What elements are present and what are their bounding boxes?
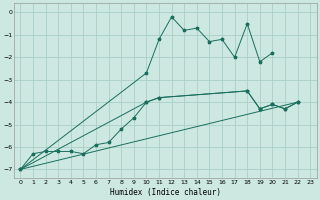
X-axis label: Humidex (Indice chaleur): Humidex (Indice chaleur) <box>110 188 221 197</box>
